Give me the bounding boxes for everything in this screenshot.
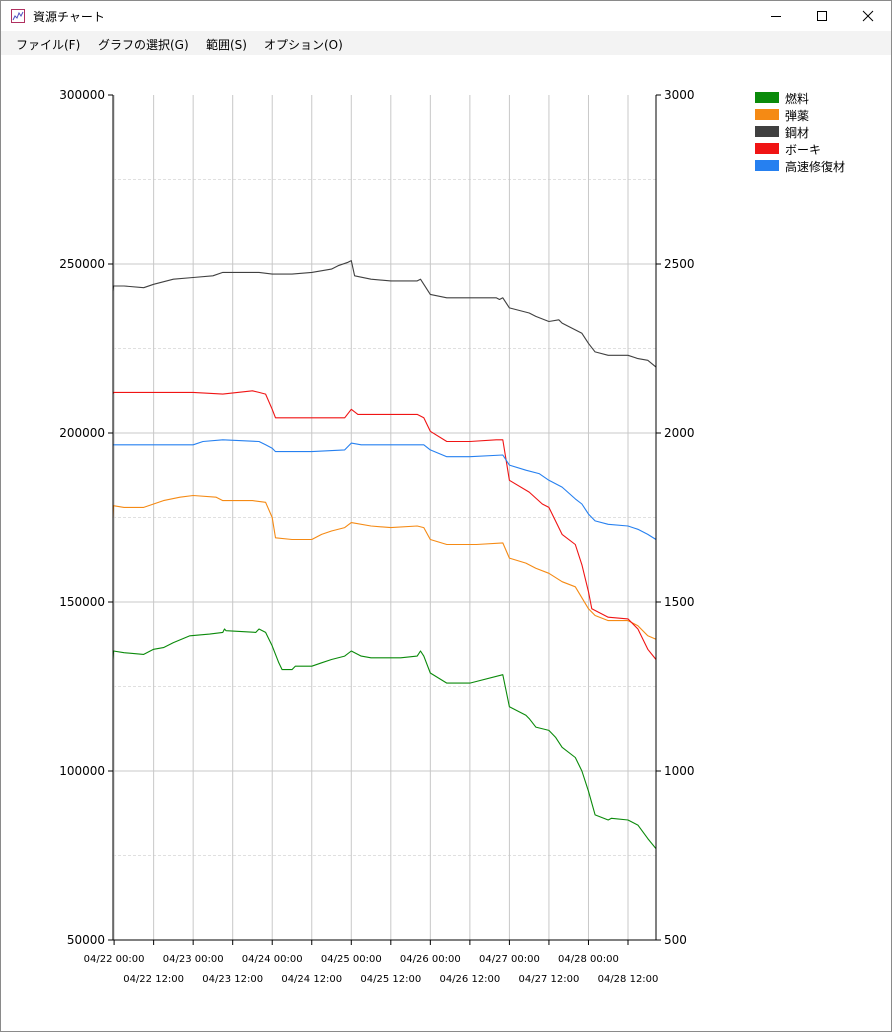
- window-title: 資源チャート: [33, 10, 105, 24]
- x-tick-label-row2: 04/23 12:00: [202, 974, 263, 985]
- maximize-icon: [817, 11, 827, 21]
- y-right-tick-label: 1500: [664, 595, 695, 609]
- legend-swatch-ammo: [755, 109, 779, 120]
- x-tick-label-row1: 04/22 00:00: [84, 954, 145, 965]
- x-tick-label-row2: 04/27 12:00: [519, 974, 580, 985]
- y-left-tick-label: 50000: [67, 933, 105, 947]
- x-tick-label-row1: 04/28 00:00: [558, 954, 619, 965]
- legend-item-bauxite: ボーキ: [755, 141, 875, 158]
- y-right-tick-label: 500: [664, 933, 687, 947]
- menu-graph-select[interactable]: グラフの選択(G): [98, 38, 189, 52]
- menu-range[interactable]: 範囲(S): [206, 38, 247, 52]
- y-left-tick-label: 250000: [59, 257, 105, 271]
- legend-item-ammo: 弾薬: [755, 107, 875, 124]
- minimize-icon: [771, 16, 781, 17]
- y-right-tick-label: 2500: [664, 257, 695, 271]
- x-tick-label-row2: 04/25 12:00: [360, 974, 421, 985]
- chart-area: [1, 55, 891, 1031]
- legend-label-fuel: 燃料: [785, 92, 810, 106]
- menu-options[interactable]: オプション(O): [264, 38, 343, 52]
- legend-label-bauxite: ボーキ: [785, 143, 822, 157]
- legend-label-ammo: 弾薬: [785, 109, 810, 123]
- x-tick-label-row2: 04/28 12:00: [598, 974, 659, 985]
- x-tick-label-row2: 04/22 12:00: [123, 974, 184, 985]
- legend-swatch-bucket: [755, 160, 779, 171]
- x-tick-label-row1: 04/24 00:00: [242, 954, 303, 965]
- minimize-button[interactable]: [753, 1, 799, 31]
- series-line-3: [112, 390, 657, 660]
- x-tick-label-row1: 04/26 00:00: [400, 954, 461, 965]
- chart-legend: 燃料 弾薬 鋼材 ボーキ 高速修復材: [755, 90, 875, 175]
- y-right-tick-label: 2000: [664, 426, 695, 440]
- legend-swatch-bauxite: [755, 143, 779, 154]
- legend-label-bucket: 高速修復材: [785, 160, 846, 174]
- maximize-button[interactable]: [799, 1, 845, 31]
- close-icon: [862, 10, 874, 22]
- y-left-tick-label: 100000: [59, 764, 105, 778]
- legend-item-bucket: 高速修復材: [755, 158, 875, 175]
- legend-swatch-fuel: [755, 92, 779, 103]
- y-left-tick-label: 150000: [59, 595, 105, 609]
- y-right-tick-label: 3000: [664, 88, 695, 102]
- title-bar: 資源チャート: [1, 1, 891, 31]
- legend-label-steel: 鋼材: [785, 126, 810, 140]
- x-tick-label-row1: 04/27 00:00: [479, 954, 540, 965]
- x-tick-label-row1: 04/23 00:00: [163, 954, 224, 965]
- menu-bar: ファイル(F) グラフの選択(G) 範囲(S) オプション(O): [1, 31, 891, 55]
- x-tick-label-row1: 04/25 00:00: [321, 954, 382, 965]
- series-line-2: [112, 260, 657, 368]
- legend-item-fuel: 燃料: [755, 90, 875, 107]
- x-tick-label-row2: 04/26 12:00: [439, 974, 500, 985]
- menu-file[interactable]: ファイル(F): [16, 38, 81, 52]
- y-left-tick-label: 200000: [59, 426, 105, 440]
- y-right-tick-label: 1000: [664, 764, 695, 778]
- y-left-tick-label: 300000: [59, 88, 105, 102]
- legend-item-steel: 鋼材: [755, 124, 875, 141]
- chart-app-icon: [11, 9, 25, 23]
- series-line-4: [112, 439, 657, 540]
- legend-swatch-steel: [755, 126, 779, 137]
- series-line-0: [112, 628, 657, 850]
- series-line-1: [112, 494, 657, 640]
- close-button[interactable]: [845, 1, 891, 31]
- x-tick-label-row2: 04/24 12:00: [281, 974, 342, 985]
